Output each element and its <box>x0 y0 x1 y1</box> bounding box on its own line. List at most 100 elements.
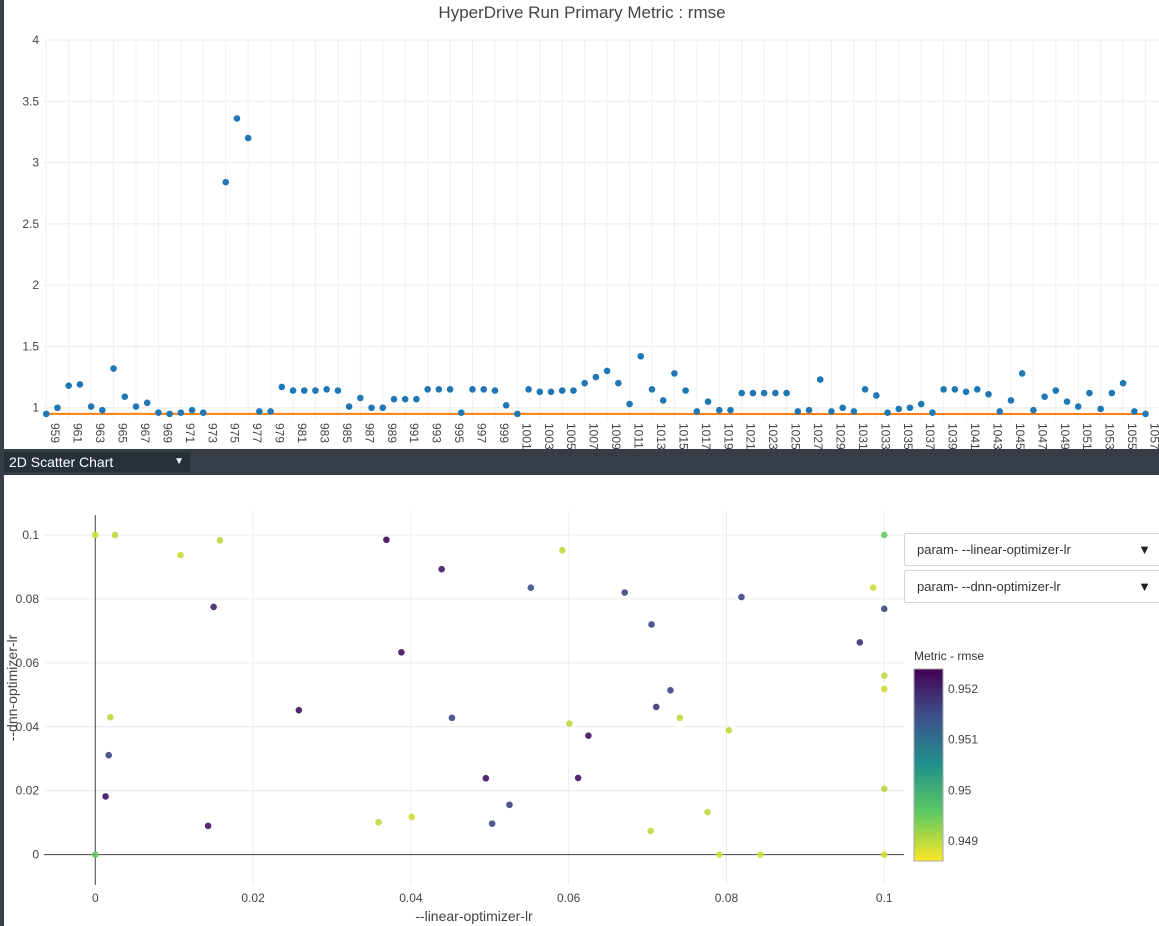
run-point <box>87 403 95 410</box>
x-tick-label: 1053 <box>1103 423 1117 449</box>
y-tick-label: 0.06 <box>16 656 40 670</box>
run-point <box>626 400 633 408</box>
x-tick-label: 0.06 <box>557 891 581 905</box>
run-point <box>637 352 645 360</box>
run-point <box>1030 406 1037 414</box>
run-point <box>300 387 308 394</box>
run-point <box>1119 379 1127 387</box>
x-tick-label: 1013 <box>654 423 668 449</box>
run-point <box>850 408 858 415</box>
x-tick-label: 1031 <box>856 423 870 449</box>
run-point <box>861 386 869 393</box>
run-point <box>65 382 72 389</box>
run-point <box>682 387 689 394</box>
trial-point <box>704 808 711 816</box>
run-point <box>312 387 319 394</box>
run-point <box>895 405 903 413</box>
x-tick-label: 1023 <box>766 423 780 449</box>
run-point <box>143 399 151 407</box>
run-point <box>256 408 263 415</box>
x-tick-label: 965 <box>116 423 130 443</box>
trial-point <box>438 565 445 573</box>
run-point <box>951 386 959 393</box>
run-point <box>962 388 970 396</box>
x-param-dropdown[interactable]: param- --linear-optimizer-lr ▼ <box>904 533 1159 566</box>
run-point <box>1018 370 1026 377</box>
x-tick-label: 983 <box>317 423 331 443</box>
run-point <box>424 386 431 393</box>
x-tick-label: 977 <box>250 423 264 443</box>
y-param-dropdown[interactable]: param- --dnn-optimizer-lr ▼ <box>904 570 1159 603</box>
run-point <box>413 395 420 403</box>
run-point <box>1142 410 1149 418</box>
trial-point <box>216 537 224 544</box>
x-tick-label: 987 <box>362 423 376 443</box>
trial-point <box>585 732 592 740</box>
x-tick-label: 961 <box>71 423 85 443</box>
run-point <box>222 178 230 186</box>
run-point <box>54 404 61 412</box>
run-point <box>581 379 588 387</box>
x-tick-label: 997 <box>475 423 489 443</box>
run-point <box>973 386 981 393</box>
x-tick-label: 979 <box>273 423 287 443</box>
chart-type-select[interactable]: 2D Scatter Chart ▼ <box>4 452 190 472</box>
y-tick-label: 1.5 <box>22 339 39 353</box>
trial-point <box>880 685 888 693</box>
run-point <box>76 381 84 388</box>
x-tick-label: 1029 <box>833 423 847 449</box>
y-tick-label: 0.1 <box>22 528 39 542</box>
run-point <box>749 389 757 397</box>
colorbar-tick-label: 0.949 <box>948 834 978 848</box>
trial-point <box>880 851 888 858</box>
run-point <box>1063 398 1071 405</box>
y-tick-label: 0.02 <box>16 784 40 798</box>
colorbar-tick-label: 0.952 <box>948 682 978 696</box>
chevron-down-icon: ▼ <box>1138 579 1151 594</box>
run-point <box>1086 389 1093 397</box>
x-tick-label: 1035 <box>901 423 915 449</box>
x-tick-label: 0.02 <box>241 891 265 905</box>
x-tick-label: 1051 <box>1080 423 1094 449</box>
top-chart-title: HyperDrive Run Primary Metric : rmse <box>438 3 725 22</box>
x-tick-label: 991 <box>407 423 421 443</box>
x-tick-label: 1039 <box>946 423 960 449</box>
run-point <box>1041 393 1048 401</box>
trial-point <box>204 822 212 830</box>
trial-point <box>448 714 456 722</box>
x-tick-label: 969 <box>160 423 174 443</box>
run-point <box>816 376 824 383</box>
trial-point <box>91 531 99 539</box>
trial-point <box>652 703 660 711</box>
run-point <box>805 406 813 414</box>
colorbar-tick-label: 0.95 <box>948 783 972 797</box>
trial-point <box>482 774 490 782</box>
trial-point <box>880 605 888 613</box>
run-point <box>155 409 162 416</box>
run-point <box>323 386 330 393</box>
trial-point <box>295 706 303 714</box>
run-point <box>1007 397 1015 404</box>
run-point <box>794 408 802 415</box>
run-point <box>446 386 454 393</box>
x-tick-label: 1055 <box>1125 423 1139 449</box>
chevron-down-icon: ▼ <box>174 456 184 467</box>
run-point <box>1097 405 1104 413</box>
trial-point <box>648 621 655 628</box>
run-point <box>738 389 746 397</box>
run-point <box>132 403 140 410</box>
x-tick-label: 0.04 <box>399 891 423 905</box>
colorbar-title: Metric - rmse <box>914 649 984 663</box>
trial-point <box>667 687 674 694</box>
trial-point <box>574 774 582 782</box>
x-tick-label: 981 <box>295 423 309 443</box>
x-tick-label: 1011 <box>632 423 646 449</box>
trial-point <box>210 603 217 611</box>
run-point <box>289 387 297 394</box>
trial-point <box>856 639 864 646</box>
y-tick-label: 0 <box>32 848 39 862</box>
run-point <box>110 365 117 372</box>
x-tick-label: 1057 <box>1148 423 1159 449</box>
run-point <box>188 406 196 414</box>
x-tick-label: 1007 <box>587 423 601 449</box>
